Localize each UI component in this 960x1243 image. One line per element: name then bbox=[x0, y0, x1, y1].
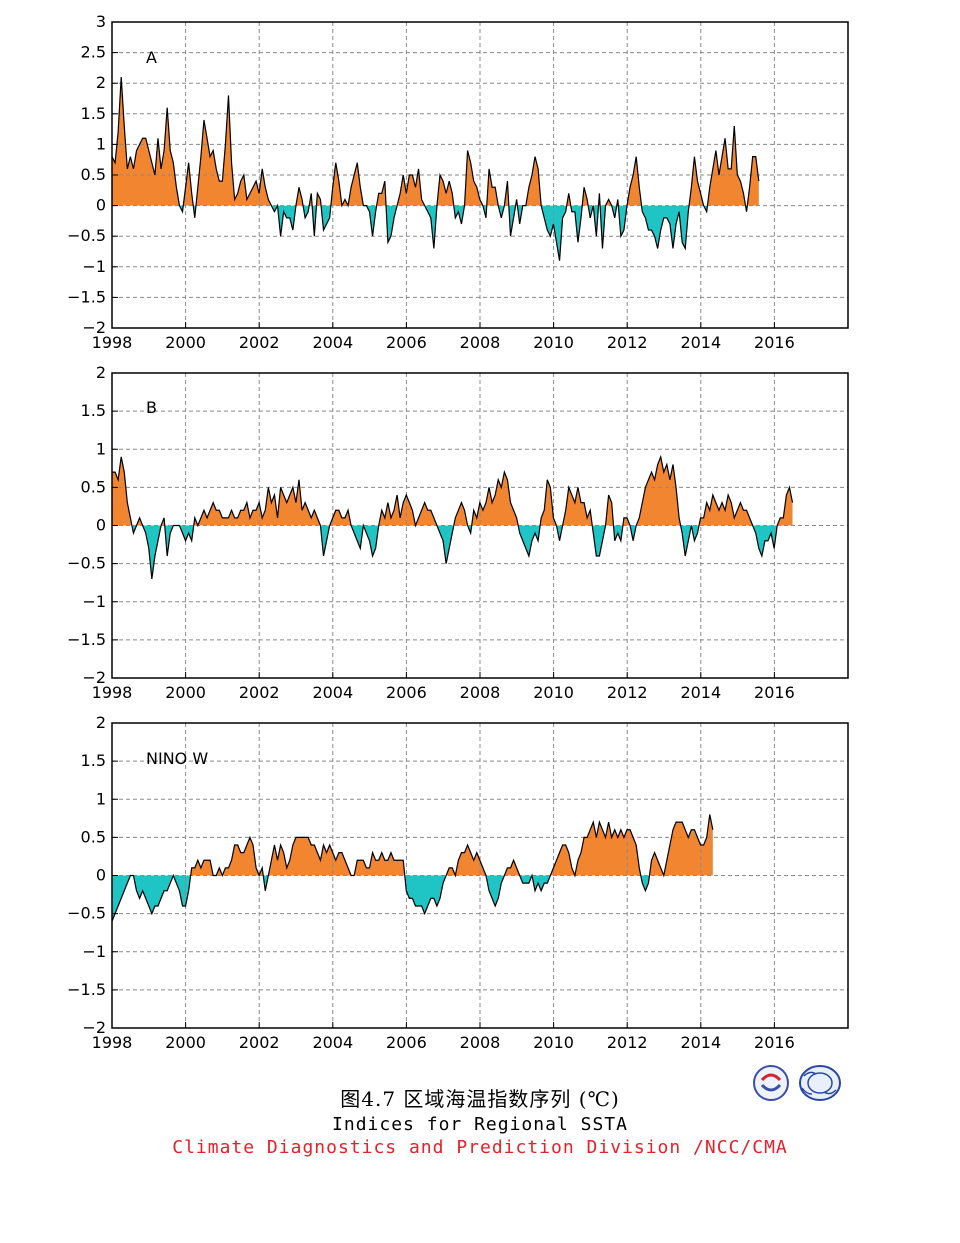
y-tick-label: −0.5 bbox=[67, 226, 106, 245]
x-tick-label: 2008 bbox=[460, 683, 501, 702]
x-tick-label: 2000 bbox=[165, 683, 206, 702]
x-tick-label: 2010 bbox=[533, 333, 574, 352]
chart-panel-3: −2 −1.5 −1 −0.5 0 0.5 1 1.5 2 1998 2000 2002 2004 200… bbox=[67, 713, 849, 1052]
y-tick-label: 1.5 bbox=[81, 401, 106, 420]
figure-caption-chinese: 图4.7 区域海温指数序列 (℃) bbox=[340, 1087, 620, 1111]
chart-panel-2: −2 −1.5 −1 −0.5 0 0.5 1 1.5 2 1998 2000 2002 2004 200… bbox=[67, 363, 849, 702]
series-line bbox=[112, 454, 794, 579]
y-tick-label: −0.5 bbox=[67, 904, 106, 923]
y-tick-label: 0 bbox=[96, 516, 106, 535]
x-tick-label: 2014 bbox=[680, 683, 721, 702]
division-credit: Climate Diagnostics and Prediction Divis… bbox=[172, 1137, 788, 1158]
bcc-logo-icon bbox=[753, 1065, 789, 1101]
x-tick-label: 2012 bbox=[607, 333, 648, 352]
y-tick-label: −2 bbox=[82, 1018, 106, 1037]
bcc-logo bbox=[752, 1064, 790, 1102]
y-tick-label: 0.5 bbox=[81, 165, 106, 184]
y-tick-label: −0.5 bbox=[67, 554, 106, 573]
y-tick-label: 1.5 bbox=[81, 751, 106, 770]
x-tick-label: 2008 bbox=[460, 333, 501, 352]
ncc-logo bbox=[798, 1064, 841, 1102]
x-tick-label: 2014 bbox=[680, 1033, 721, 1052]
x-tick-label: 1998 bbox=[92, 683, 133, 702]
chart-panel-1: −2 −1.5 −1 −0.5 0 0.5 1 1.5 2 2.5 3 1998 2000 2002 200… bbox=[67, 12, 849, 352]
y-tick-label: −2 bbox=[82, 668, 106, 687]
y-tick-label: 3 bbox=[96, 12, 106, 31]
x-tick-label: 1998 bbox=[92, 1033, 133, 1052]
x-tick-label: 2004 bbox=[312, 1033, 353, 1052]
x-tick-label: 2016 bbox=[754, 333, 795, 352]
x-tick-label: 2006 bbox=[386, 1033, 427, 1052]
panel-label: A bbox=[146, 48, 157, 67]
panel-label: NINO W bbox=[146, 749, 208, 768]
x-tick-label: 2010 bbox=[533, 1033, 574, 1052]
y-tick-label: 0.5 bbox=[81, 827, 106, 846]
x-tick-label: 2006 bbox=[386, 333, 427, 352]
x-tick-label: 2006 bbox=[386, 683, 427, 702]
x-tick-label: 2000 bbox=[165, 333, 206, 352]
x-tick-label: 2002 bbox=[239, 683, 280, 702]
y-tick-label: −1 bbox=[82, 942, 106, 961]
series-line bbox=[111, 77, 760, 261]
panel-label: B bbox=[146, 398, 157, 417]
y-tick-label: 2 bbox=[96, 73, 106, 92]
x-tick-label: 2010 bbox=[533, 683, 574, 702]
y-tick-label: 0 bbox=[96, 196, 106, 215]
x-tick-label: 2008 bbox=[460, 1033, 501, 1052]
x-tick-label: 2004 bbox=[312, 683, 353, 702]
y-tick-label: −1.5 bbox=[67, 630, 106, 649]
y-tick-label: 1 bbox=[96, 134, 106, 153]
x-tick-label: 2004 bbox=[312, 333, 353, 352]
series-line bbox=[111, 814, 714, 922]
y-tick-label: −1.5 bbox=[67, 980, 106, 999]
x-tick-label: 2002 bbox=[239, 333, 280, 352]
y-tick-label: −1 bbox=[82, 257, 106, 276]
y-tick-label: 0 bbox=[96, 866, 106, 885]
y-tick-label: 0.5 bbox=[81, 477, 106, 496]
x-tick-label: 2014 bbox=[680, 333, 721, 352]
y-tick-label: −1 bbox=[82, 592, 106, 611]
figure-caption-english: Indices for Regional SSTA bbox=[332, 1114, 628, 1135]
y-tick-label: 2 bbox=[96, 363, 106, 382]
x-tick-label: 2012 bbox=[607, 1033, 648, 1052]
y-tick-label: 1 bbox=[96, 789, 106, 808]
y-tick-label: 2.5 bbox=[81, 43, 106, 62]
x-tick-label: 2002 bbox=[239, 1033, 280, 1052]
ncc-logo-icon bbox=[799, 1065, 841, 1101]
x-tick-label: 2012 bbox=[607, 683, 648, 702]
y-tick-label: 1 bbox=[96, 439, 106, 458]
x-tick-label: 1998 bbox=[92, 333, 133, 352]
positive-anomaly-area bbox=[112, 814, 713, 876]
positive-anomaly-area bbox=[112, 456, 793, 526]
x-tick-label: 2016 bbox=[754, 1033, 795, 1052]
y-tick-label: −1.5 bbox=[67, 287, 106, 306]
y-tick-label: 2 bbox=[96, 713, 106, 732]
x-tick-label: 2000 bbox=[165, 1033, 206, 1052]
y-tick-label: 1.5 bbox=[81, 104, 106, 123]
positive-anomaly-area bbox=[112, 77, 759, 206]
y-tick-label: −2 bbox=[82, 318, 106, 337]
x-tick-label: 2016 bbox=[754, 683, 795, 702]
